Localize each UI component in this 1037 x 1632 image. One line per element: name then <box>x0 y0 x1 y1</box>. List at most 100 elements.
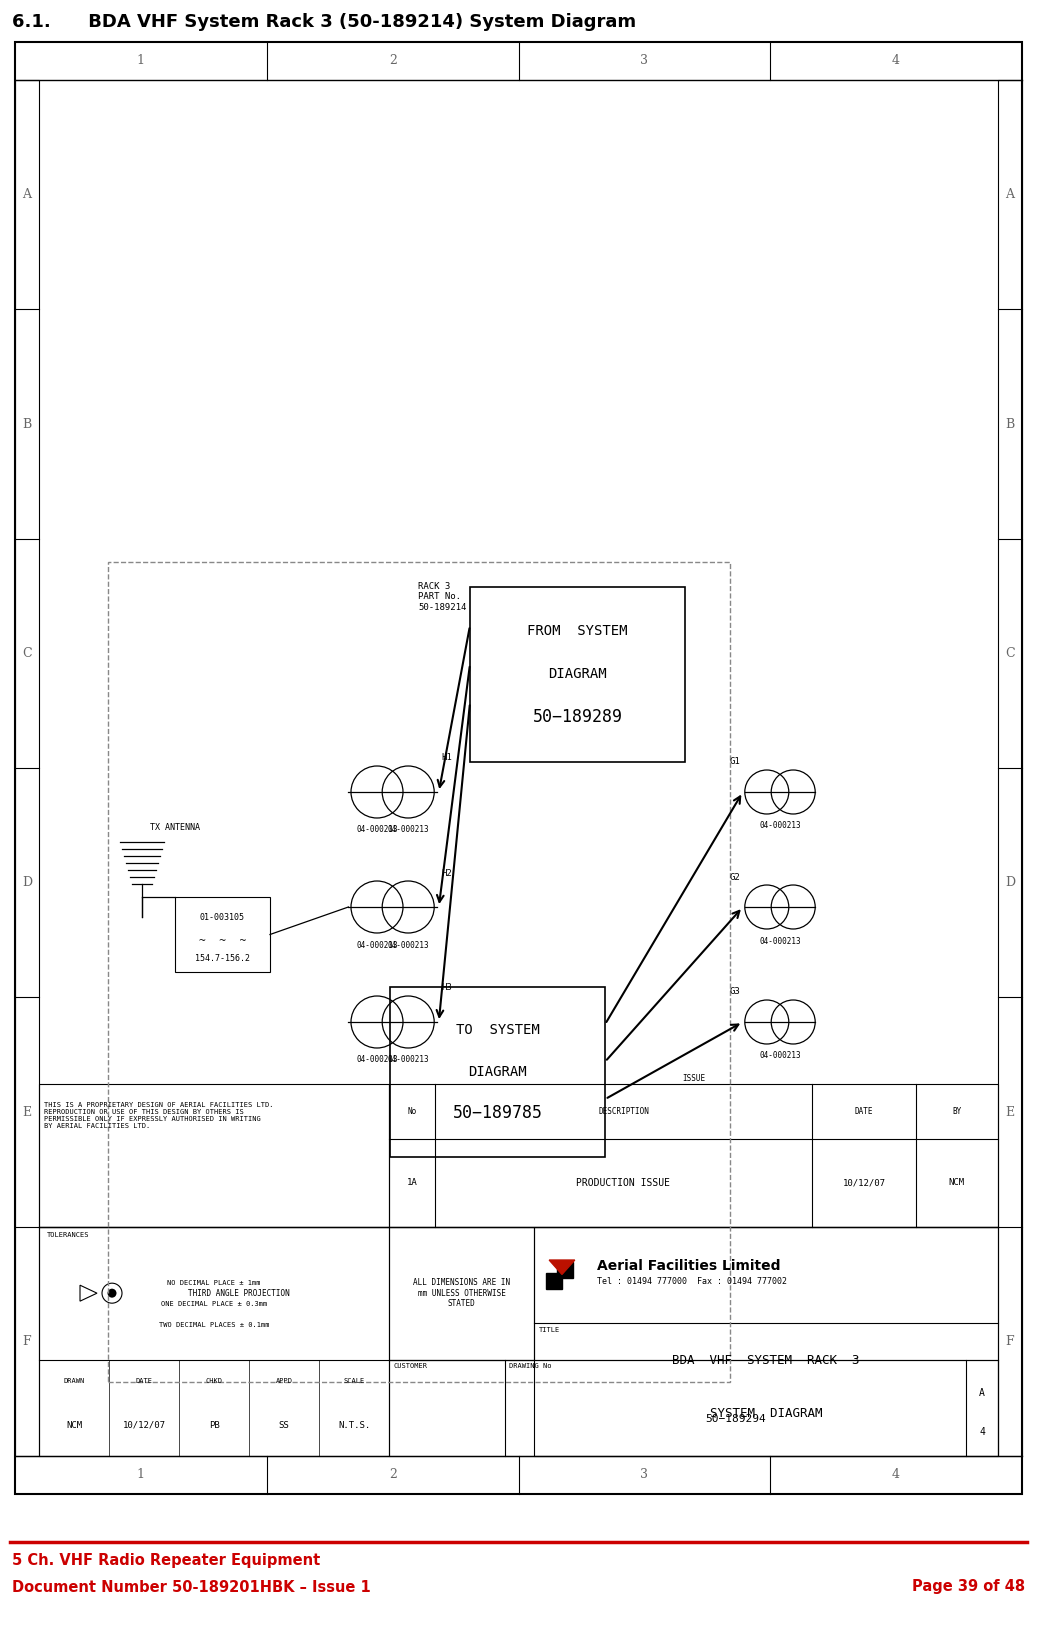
Text: 4: 4 <box>892 54 900 67</box>
Text: H3: H3 <box>442 984 452 992</box>
Bar <box>39 1085 389 1227</box>
Text: 154.7-156.2: 154.7-156.2 <box>195 955 250 963</box>
Text: 3: 3 <box>641 1469 648 1482</box>
Bar <box>389 1359 998 1456</box>
Text: B: B <box>1006 418 1014 431</box>
Text: G2: G2 <box>729 873 739 881</box>
Text: DRAWN: DRAWN <box>63 1377 85 1384</box>
Text: SCALE: SCALE <box>343 1377 365 1384</box>
Text: 50−189294: 50−189294 <box>705 1415 765 1425</box>
Text: TX ANTENNA: TX ANTENNA <box>150 824 200 832</box>
Bar <box>389 1227 534 1359</box>
Text: 2: 2 <box>389 1469 396 1482</box>
Bar <box>390 987 605 1157</box>
Text: C: C <box>1005 646 1015 659</box>
Text: SS: SS <box>279 1421 289 1430</box>
Bar <box>557 1262 573 1278</box>
Text: A: A <box>1006 188 1014 201</box>
Text: DESCRIPTION: DESCRIPTION <box>598 1106 649 1116</box>
Text: TITLE: TITLE <box>539 1327 560 1333</box>
Text: 1: 1 <box>137 54 145 67</box>
Text: 10/12/07: 10/12/07 <box>122 1421 166 1430</box>
Bar <box>389 1085 998 1227</box>
Text: DRAWING No: DRAWING No <box>509 1363 552 1369</box>
Bar <box>998 80 1022 1456</box>
Text: DATE: DATE <box>854 1106 873 1116</box>
Text: DIAGRAM: DIAGRAM <box>468 1066 527 1079</box>
Bar <box>545 1273 562 1289</box>
Bar <box>470 588 685 762</box>
Text: 50−189785: 50−189785 <box>452 1103 542 1121</box>
Text: D: D <box>22 876 32 889</box>
Text: BDA  VHF  SYSTEM  RACK  3: BDA VHF SYSTEM RACK 3 <box>672 1353 860 1366</box>
Text: G1: G1 <box>729 757 739 767</box>
Text: B: B <box>23 418 31 431</box>
Text: E: E <box>1006 1105 1014 1118</box>
Text: FROM  SYSTEM: FROM SYSTEM <box>527 623 627 638</box>
Text: C: C <box>22 646 32 659</box>
Text: BY: BY <box>952 1106 961 1116</box>
Text: 1: 1 <box>137 1469 145 1482</box>
Polygon shape <box>550 1260 574 1275</box>
Text: H2: H2 <box>442 868 452 878</box>
Text: No: No <box>408 1106 417 1116</box>
Bar <box>534 1227 998 1456</box>
Text: ~  ~  ~: ~ ~ ~ <box>199 935 246 945</box>
Text: F: F <box>1006 1335 1014 1348</box>
Text: A: A <box>23 188 31 201</box>
Text: A: A <box>979 1389 985 1399</box>
Text: 3: 3 <box>641 54 648 67</box>
Text: 04-000213: 04-000213 <box>388 940 429 950</box>
Text: N.T.S.: N.T.S. <box>338 1421 370 1430</box>
Bar <box>108 561 730 1382</box>
Text: 1A: 1A <box>407 1178 417 1186</box>
Text: Tel : 01494 777000  Fax : 01494 777002: Tel : 01494 777000 Fax : 01494 777002 <box>597 1278 787 1286</box>
Text: 04-000213: 04-000213 <box>388 826 429 834</box>
Bar <box>15 80 39 1456</box>
Text: ISSUE: ISSUE <box>682 1074 705 1084</box>
Text: 04-000213: 04-000213 <box>759 821 801 831</box>
Text: 4: 4 <box>892 1469 900 1482</box>
Text: TO  SYSTEM: TO SYSTEM <box>455 1023 539 1036</box>
Text: ALL DIMENSIONS ARE IN
mm UNLESS OTHERWISE
STATED: ALL DIMENSIONS ARE IN mm UNLESS OTHERWIS… <box>413 1278 510 1309</box>
Text: APPD: APPD <box>276 1377 292 1384</box>
Text: 50−189289: 50−189289 <box>533 708 622 726</box>
Text: DIAGRAM: DIAGRAM <box>549 667 607 682</box>
Text: Page 39 of 48: Page 39 of 48 <box>912 1580 1025 1594</box>
Text: 04-000213: 04-000213 <box>759 1051 801 1061</box>
Text: ONE DECIMAL PLACE ± 0.3mm: ONE DECIMAL PLACE ± 0.3mm <box>161 1301 268 1307</box>
Text: NCM: NCM <box>66 1421 82 1430</box>
Text: PB: PB <box>208 1421 220 1430</box>
Text: H1: H1 <box>442 754 452 762</box>
Text: RACK 3
PART No.
50-189214: RACK 3 PART No. 50-189214 <box>418 583 467 612</box>
Text: 04-000213: 04-000213 <box>759 937 801 945</box>
Text: SYSTEM  DIAGRAM: SYSTEM DIAGRAM <box>709 1407 822 1420</box>
Text: 10/12/07: 10/12/07 <box>842 1178 886 1186</box>
Bar <box>39 1227 389 1456</box>
Text: 2: 2 <box>389 54 396 67</box>
Text: CHKD: CHKD <box>205 1377 223 1384</box>
Bar <box>175 898 270 973</box>
Text: THIS IS A PROPRIETARY DESIGN OF AERIAL FACILITIES LTD.
REPRODUCTION OR USE OF TH: THIS IS A PROPRIETARY DESIGN OF AERIAL F… <box>44 1102 274 1129</box>
Text: TOLERANCES: TOLERANCES <box>47 1232 89 1237</box>
Text: NO DECIMAL PLACE ± 1mm: NO DECIMAL PLACE ± 1mm <box>167 1279 260 1286</box>
Text: DATE: DATE <box>136 1377 152 1384</box>
Text: TWO DECIMAL PLACES ± 0.1mm: TWO DECIMAL PLACES ± 0.1mm <box>159 1322 270 1328</box>
Text: CUSTOMER: CUSTOMER <box>393 1363 427 1369</box>
Text: D: D <box>1005 876 1015 889</box>
Text: G3: G3 <box>729 987 739 997</box>
Text: 01-003105: 01-003105 <box>200 914 245 922</box>
Text: 5 Ch. VHF Radio Repeater Equipment: 5 Ch. VHF Radio Repeater Equipment <box>12 1552 320 1567</box>
Text: Aerial Facilities Limited: Aerial Facilities Limited <box>597 1258 781 1273</box>
Bar <box>15 42 1022 1493</box>
Text: Document Number 50-189201HBK – Issue 1: Document Number 50-189201HBK – Issue 1 <box>12 1580 371 1594</box>
Text: 04-000213: 04-000213 <box>356 940 398 950</box>
Text: 6.1.      BDA VHF System Rack 3 (50-189214) System Diagram: 6.1. BDA VHF System Rack 3 (50-189214) S… <box>12 13 636 31</box>
Text: 4: 4 <box>979 1426 985 1436</box>
Text: THIRD ANGLE PROJECTION: THIRD ANGLE PROJECTION <box>188 1289 289 1297</box>
Circle shape <box>108 1289 116 1297</box>
Text: NCM: NCM <box>949 1178 965 1186</box>
Text: 04-000213: 04-000213 <box>388 1056 429 1064</box>
Text: 04-000213: 04-000213 <box>356 826 398 834</box>
Text: 04-000213: 04-000213 <box>356 1056 398 1064</box>
